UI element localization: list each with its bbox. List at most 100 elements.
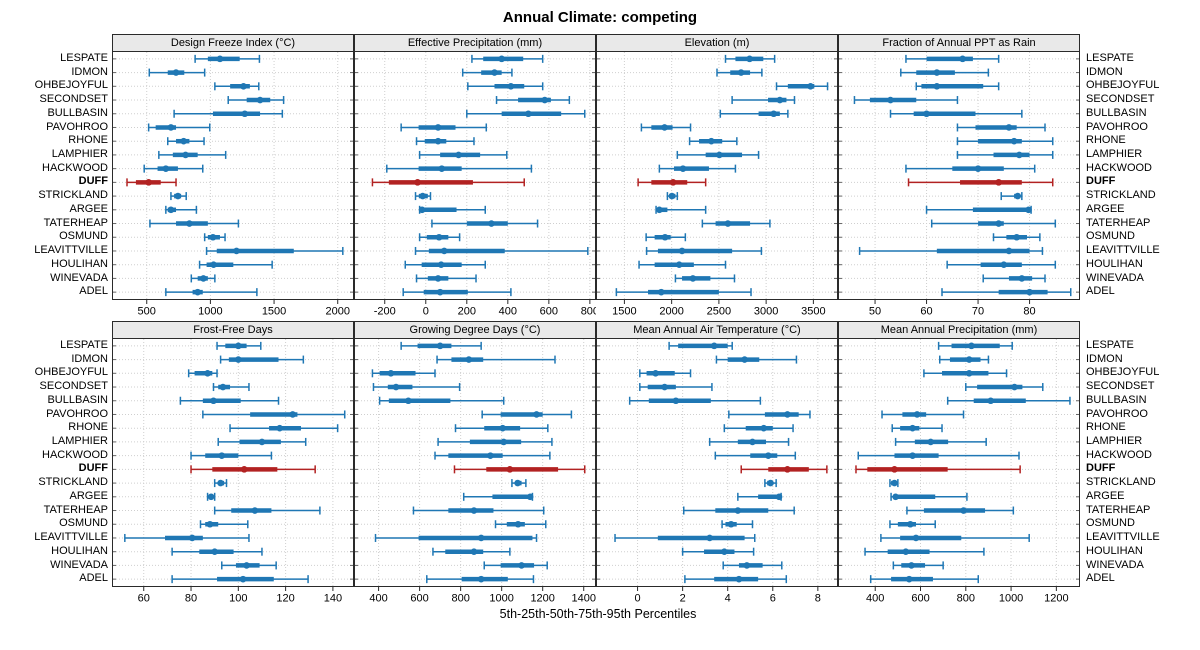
site-label-winevada: WINEVADA bbox=[50, 558, 108, 571]
interval-winevada bbox=[190, 274, 216, 283]
panel-column-design-freeze-index-c: Design Freeze Index (°C) 500 1000 1500 2000 bbox=[112, 34, 354, 317]
interval-duff bbox=[855, 465, 1021, 474]
interval-rhone bbox=[723, 424, 794, 433]
tick-label: 400 bbox=[369, 593, 387, 605]
interval-hackwood bbox=[857, 451, 1020, 460]
interval-pavohroo bbox=[202, 410, 346, 419]
interval-osmund bbox=[889, 520, 936, 529]
panel-axis-mean-annual-precipitation-mm: 400 600 800 1000 1200 bbox=[866, 587, 1069, 604]
site-label-osmund: OSMUND bbox=[59, 230, 108, 243]
interval-lespate bbox=[724, 54, 776, 63]
interval-ohbejoyful bbox=[915, 82, 1000, 91]
site-label-secondset: SECONDSET bbox=[1086, 93, 1155, 106]
interval-ohbejoyful bbox=[639, 369, 692, 378]
interval-secondset bbox=[227, 96, 285, 105]
tick-label: 800 bbox=[581, 306, 596, 318]
site-label-bullbasin: BULLBASIN bbox=[47, 393, 108, 406]
tick-label: 200 bbox=[458, 306, 476, 318]
interval-winevada bbox=[415, 274, 477, 283]
interval-argee bbox=[890, 492, 968, 501]
site-label-idmon: IDMON bbox=[71, 65, 108, 78]
interval-argee bbox=[737, 492, 783, 501]
interval-lamphier bbox=[217, 437, 307, 446]
tick-label: 8 bbox=[815, 593, 821, 605]
site-label-bullbasin: BULLBASIN bbox=[47, 106, 108, 119]
site-labels-right: LESPATE IDMON OHBEJOYFUL SECONDSET BULLBASIN… bbox=[1080, 321, 1195, 586]
interval-idmon bbox=[715, 355, 798, 364]
site-label-hackwood: HACKWOOD bbox=[42, 161, 108, 174]
interval-leavittville bbox=[205, 246, 344, 255]
interval-taterheap bbox=[149, 219, 240, 228]
tick-label: 600 bbox=[410, 593, 428, 605]
interval-lespate bbox=[400, 341, 482, 350]
panel-column-mean-annual-precipitation-mm: Mean Annual Precipitation (mm) 400 600 800 1… bbox=[838, 321, 1080, 604]
site-label-pavohroo: PAVOHROO bbox=[46, 407, 108, 420]
site-label-adel: ADEL bbox=[79, 572, 108, 585]
tick-label: 1500 bbox=[612, 306, 636, 318]
interval-secondset bbox=[495, 96, 571, 105]
interval-secondset bbox=[853, 96, 959, 105]
interval-hackwood bbox=[905, 164, 1036, 173]
interval-duff bbox=[740, 465, 828, 474]
interval-idmon bbox=[219, 355, 305, 364]
panel-plot-elevation-m bbox=[597, 52, 837, 299]
panel-plot-frost-free-days bbox=[113, 339, 353, 586]
interval-strickland bbox=[170, 192, 187, 201]
interval-secondset bbox=[372, 383, 461, 392]
tick-label: 70 bbox=[972, 306, 984, 318]
interval-hackwood bbox=[143, 164, 204, 173]
interval-adel bbox=[684, 575, 788, 584]
site-label-leavittville: LEAVITTVILLE bbox=[1086, 244, 1160, 257]
interval-pavohroo bbox=[400, 123, 488, 132]
interval-lamphier bbox=[956, 150, 1054, 159]
interval-winevada bbox=[483, 561, 548, 570]
site-label-duff: DUFF bbox=[1086, 462, 1116, 475]
site-label-secondset: SECONDSET bbox=[39, 93, 108, 106]
interval-lespate bbox=[937, 341, 1013, 350]
interval-osmund bbox=[494, 520, 547, 529]
interval-pavohroo bbox=[956, 123, 1046, 132]
site-label-lespate: LESPATE bbox=[1086, 339, 1134, 351]
site-label-argee: ARGEE bbox=[1086, 489, 1125, 502]
site-label-houlihan: HOULIHAN bbox=[51, 544, 108, 557]
tick-label: 3500 bbox=[801, 306, 825, 318]
panel-axis-fraction-of-annual-ppt-as-rain: 50 60 70 80 bbox=[869, 300, 1036, 318]
interval-adel bbox=[941, 288, 1072, 297]
interval-adel bbox=[402, 288, 512, 297]
panel-plot-effective-precipitation-mm bbox=[355, 52, 595, 299]
interval-adel bbox=[426, 575, 535, 584]
site-label-osmund: OSMUND bbox=[1086, 230, 1135, 243]
tick-label: 2000 bbox=[325, 306, 349, 318]
interval-strickland bbox=[666, 192, 679, 201]
interval-argee bbox=[418, 205, 487, 214]
site-label-leavittville: LEAVITTVILLE bbox=[34, 244, 108, 257]
interval-ohbejoyful bbox=[371, 369, 436, 378]
panel-axis-mean-annual-air-temperature-c: 0 2 4 6 8 bbox=[635, 587, 821, 605]
interval-lamphier bbox=[437, 437, 553, 446]
site-label-taterheap: TATERHEAP bbox=[1086, 503, 1151, 516]
interval-hackwood bbox=[658, 164, 737, 173]
interval-ohbejoyful bbox=[775, 82, 829, 91]
interval-bullbasin bbox=[466, 109, 586, 118]
panel-mean-annual-precipitation-mm: Mean Annual Precipitation (mm) bbox=[838, 321, 1080, 587]
panel-column-mean-annual-air-temperature-c: Mean Annual Air Temperature (°C) 0 2 4 6 8 bbox=[596, 321, 838, 604]
interval-ohbejoyful bbox=[923, 369, 1008, 378]
interval-rhone bbox=[688, 137, 738, 146]
interval-idmon bbox=[900, 68, 990, 77]
site-label-strickland: STRICKLAND bbox=[38, 189, 108, 202]
interval-lamphier bbox=[894, 437, 987, 446]
interval-taterheap bbox=[683, 506, 795, 515]
panel-column-elevation-m: Elevation (m) 1500 2000 2500 3000 3500 bbox=[596, 34, 838, 317]
interval-idmon bbox=[716, 68, 763, 77]
interval-idmon bbox=[461, 68, 513, 77]
interval-houlihan bbox=[171, 547, 263, 556]
panel-plot-growing-degree-days-c bbox=[355, 339, 595, 586]
site-labels-right: LESPATE IDMON OHBEJOYFUL SECONDSET BULLBASIN… bbox=[1080, 34, 1195, 299]
interval-houlihan bbox=[946, 260, 1057, 269]
site-label-osmund: OSMUND bbox=[59, 517, 108, 530]
interval-pavohroo bbox=[481, 410, 573, 419]
interval-lespate bbox=[194, 54, 261, 63]
site-label-lamphier: LAMPHIER bbox=[51, 435, 108, 448]
panel-column-growing-degree-days-c: Growing Degree Days (°C) 400 600 800 1000 120… bbox=[354, 321, 596, 604]
interval-lamphier bbox=[708, 437, 790, 446]
